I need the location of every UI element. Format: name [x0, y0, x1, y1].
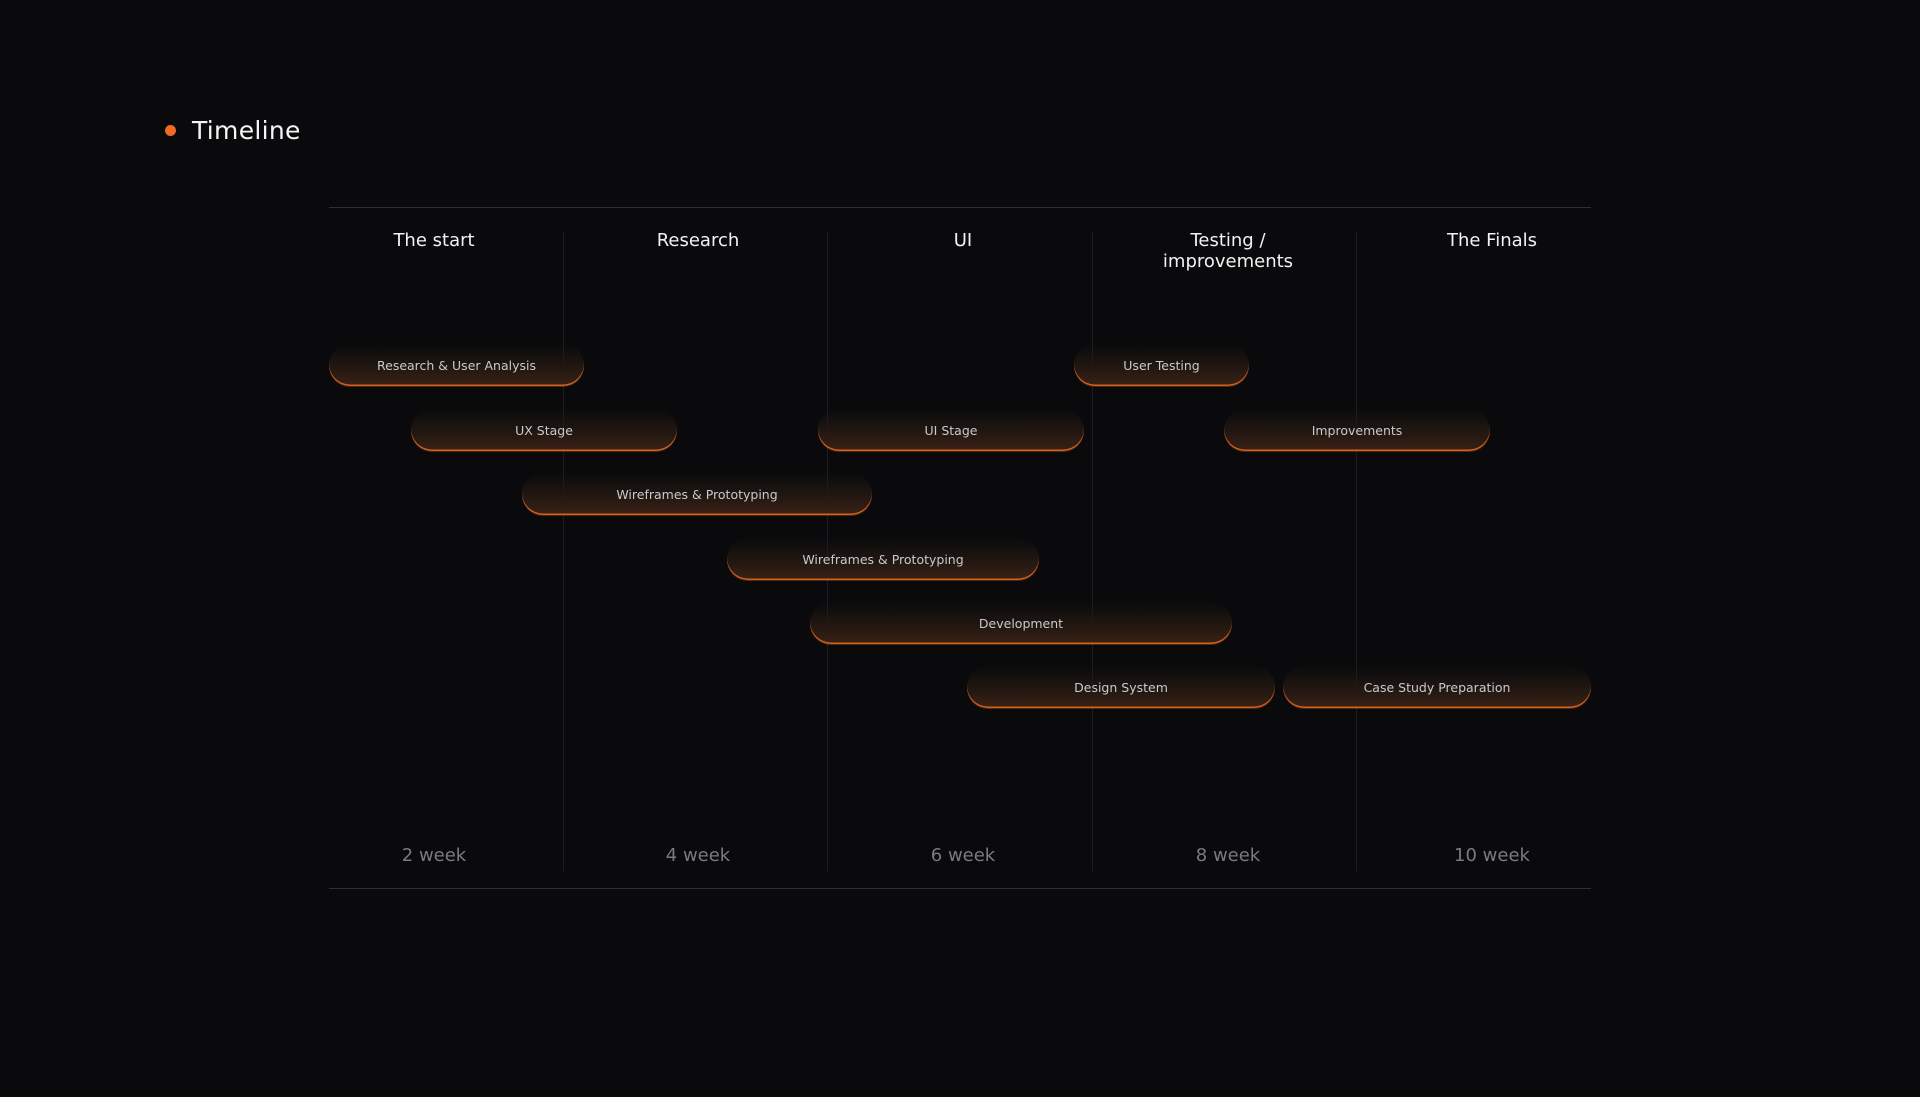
week-label: 8 week	[1195, 845, 1261, 866]
phase-title: Testing / improvements	[1162, 230, 1294, 272]
task-bar[interactable]: Wireframes & Prototyping	[522, 473, 872, 515]
column-divider	[563, 231, 564, 871]
task-bar[interactable]: UI Stage	[818, 409, 1084, 451]
week-label: 2 week	[401, 845, 467, 866]
column-divider	[1356, 231, 1357, 871]
task-bar[interactable]: Design System	[967, 666, 1275, 708]
phase-title: The start	[393, 230, 475, 251]
phase-title: UI	[953, 230, 973, 251]
task-bar[interactable]: Wireframes & Prototyping	[727, 538, 1039, 580]
week-label: 4 week	[665, 845, 731, 866]
task-bar[interactable]: Research & User Analysis	[329, 344, 584, 386]
phase-title: The Finals	[1446, 230, 1538, 251]
timeline-header: Timeline	[165, 116, 301, 145]
task-bar[interactable]: User Testing	[1074, 344, 1249, 386]
phase-title: Research	[656, 230, 740, 251]
timeline-chart: The start Research UI Testing / improvem…	[329, 207, 1591, 889]
task-bar[interactable]: Improvements	[1224, 409, 1490, 451]
page-title: Timeline	[192, 116, 301, 145]
task-bar[interactable]: Case Study Preparation	[1283, 666, 1591, 708]
week-label: 10 week	[1454, 845, 1530, 866]
top-divider	[329, 207, 1591, 208]
column-divider	[1092, 231, 1093, 871]
bottom-divider	[329, 888, 1591, 889]
accent-dot	[165, 125, 176, 136]
task-bar[interactable]: UX Stage	[411, 409, 677, 451]
task-bar[interactable]: Development	[810, 602, 1232, 644]
week-label: 6 week	[930, 845, 996, 866]
